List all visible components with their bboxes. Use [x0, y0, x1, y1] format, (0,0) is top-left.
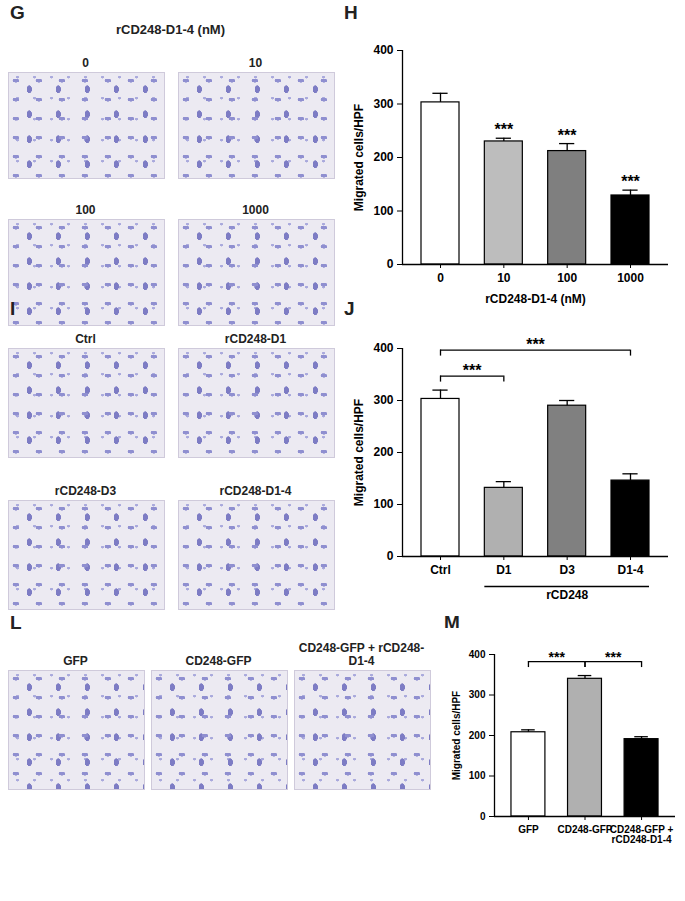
html-text:GFP: GFP [63, 654, 88, 668]
html-text:M: M [444, 612, 460, 633]
html-text:1000: 1000 [242, 203, 269, 217]
svg-text:400: 400 [373, 341, 393, 355]
svg-text:300: 300 [373, 393, 393, 407]
html-text:10: 10 [248, 56, 263, 70]
html-text:Ctrl: Ctrl [75, 332, 96, 346]
svg-text:D1: D1 [496, 563, 512, 577]
svg-text:***: *** [494, 121, 513, 138]
svg-text:100: 100 [557, 271, 577, 285]
html-text:100: 100 [75, 203, 96, 217]
html-text:CD248-GFP + rCD248-D1-4: CD248-GFP + rCD248-D1-4 [298, 641, 425, 668]
svg-text:10: 10 [497, 271, 511, 285]
svg-text:400: 400 [373, 43, 393, 57]
svg-text:100: 100 [373, 497, 393, 511]
svg-text:Migrated cells/HPF: Migrated cells/HPF [352, 399, 366, 506]
svg-text:200: 200 [469, 730, 486, 741]
html-text:rCD248-D3: rCD248-D3 [54, 484, 117, 498]
svg-text:1000: 1000 [617, 271, 644, 285]
svg-text:***: *** [605, 649, 622, 665]
svg-text:Migrated cells/HPF: Migrated cells/HPF [451, 691, 462, 780]
svg-text:CD248-GFP +rCD248-D1-4: CD248-GFP +rCD248-D1-4 [610, 824, 674, 845]
html-text:I: I [10, 298, 16, 319]
svg-text:200: 200 [373, 445, 393, 459]
svg-text:Ctrl: Ctrl [430, 563, 451, 577]
html-text:J: J [344, 298, 355, 319]
svg-text:CD248-GFP: CD248-GFP [557, 824, 612, 835]
svg-text:***: *** [558, 127, 577, 144]
svg-text:GFP: GFP [518, 824, 539, 835]
html-text:rCD248-D1-4 (nM): rCD248-D1-4 (nM) [116, 22, 225, 37]
svg-text:200: 200 [373, 150, 393, 164]
svg-text:***: *** [549, 649, 566, 665]
svg-text:0: 0 [437, 271, 444, 285]
svg-text:400: 400 [469, 649, 486, 660]
svg-text:D3: D3 [559, 563, 575, 577]
html-text:H: H [344, 2, 358, 23]
svg-text:0: 0 [387, 549, 394, 563]
svg-text:***: *** [463, 362, 482, 379]
svg-text:300: 300 [469, 689, 486, 700]
svg-text:***: *** [526, 336, 545, 353]
svg-text:100: 100 [373, 204, 393, 218]
svg-text:rCD248: rCD248 [546, 588, 588, 602]
html-text:rCD248-D1-4: rCD248-D1-4 [219, 484, 292, 498]
html-text:rCD248-D1: rCD248-D1 [224, 332, 287, 346]
html-text:G: G [10, 2, 25, 23]
svg-text:100: 100 [469, 770, 486, 781]
svg-text:300: 300 [373, 97, 393, 111]
svg-text:***: *** [621, 173, 640, 190]
svg-text:rCD248-D1-4 (nM): rCD248-D1-4 (nM) [485, 292, 586, 306]
svg-text:0: 0 [387, 257, 394, 271]
html-text:L: L [10, 612, 22, 633]
html-text:0: 0 [82, 56, 89, 70]
svg-text:Migrated cells/HPF: Migrated cells/HPF [352, 104, 366, 211]
svg-text:D1-4: D1-4 [617, 563, 643, 577]
svg-text:0: 0 [480, 811, 486, 822]
html-text:CD248-GFP: CD248-GFP [185, 654, 252, 668]
